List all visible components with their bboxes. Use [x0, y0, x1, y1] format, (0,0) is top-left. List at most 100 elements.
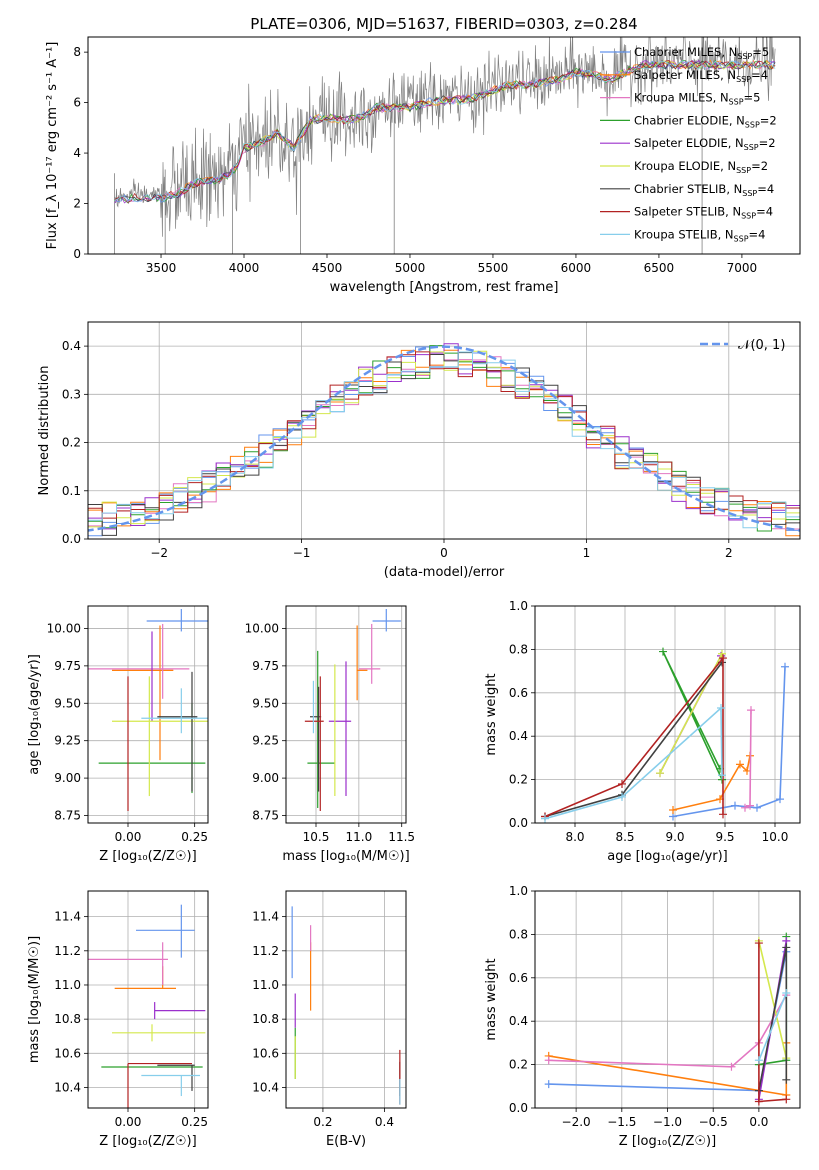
x-tick-label: −0.5 [699, 1115, 728, 1129]
weight-point-marker [741, 803, 749, 812]
legend-label: Kroupa STELIB, NSSP=4 [634, 227, 765, 243]
x-tick-label: 2 [725, 546, 733, 560]
y-tick-label: 9.50 [252, 696, 279, 710]
weight-point-marker [736, 760, 744, 769]
y-axis-label: mass weight [484, 958, 499, 1040]
x-tick-label: 9.0 [665, 830, 684, 844]
legend-subscript: SSP [745, 120, 760, 129]
weight-point-marker [731, 801, 739, 810]
y-axis-label: age [log₁₀(age/yr)] [27, 654, 42, 775]
legend-subscript: SSP [734, 234, 749, 243]
x-tick-label: −1 [293, 546, 311, 560]
residuals-plot-area [88, 343, 800, 538]
weight-point-marker [718, 649, 726, 658]
y-tick-label: 0.4 [509, 729, 528, 743]
x-tick-label: −1.0 [653, 1115, 682, 1129]
x-tick-label: 0.2 [313, 1115, 332, 1129]
histogram-series [88, 351, 800, 529]
y-tick-label: 10.00 [245, 621, 279, 635]
model-spectrum-line [162, 60, 774, 197]
model-spectrum-line [232, 60, 774, 170]
axes-frame [87, 36, 801, 255]
y-tick-label: 0.8 [509, 642, 528, 656]
y-tick-label: 0.8 [509, 927, 528, 941]
x-axis-label: E(B-V) [326, 1134, 366, 1149]
y-tick-label: 1.0 [509, 599, 528, 613]
weight-point-marker [782, 1095, 791, 1104]
x-axis-label: (data-model)/error [384, 565, 505, 580]
y-axis-label: mass weight [484, 673, 499, 755]
weight-vs-age-panel: 8.0 8.5 9.0 9.5 10.0 0.0 0.2 0.4 0.6 0.8 1.0 age [l… [484, 599, 801, 864]
weight-point-marker [746, 801, 754, 810]
legend-value: =5 [752, 45, 769, 59]
x-tick-label: 0.00 [115, 1115, 142, 1129]
legend-value: =2 [751, 159, 768, 173]
weight-point-marker [659, 647, 667, 656]
observed-spectrum-line [114, 37, 776, 237]
y-tick-label: 0.2 [509, 1058, 528, 1072]
mass-vs-EBV-plot-area [291, 906, 401, 1105]
y-tick-label: 0.2 [62, 436, 81, 450]
y-tick-label: 11.0 [252, 978, 279, 992]
y-tick-label: 9.75 [252, 659, 279, 673]
weight-series-line [758, 992, 788, 1061]
weight-point-marker [719, 810, 727, 819]
y-tick-label: 0.6 [509, 686, 528, 700]
x-tick-label: 0.00 [115, 830, 142, 844]
legend-value: =4 [749, 227, 766, 241]
y-tick-label: 6 [73, 96, 81, 110]
x-tick-label: 0 [440, 546, 448, 560]
plots-layer: 3500 4000 4500 5000 5500 6000 6500 7000 0 2 4 6 8 wav… [27, 36, 801, 1149]
weight-point-marker [782, 943, 791, 952]
legend-subscript: SSP [736, 75, 751, 84]
y-tick-label: 9.00 [54, 771, 81, 785]
weight-series-line [544, 655, 724, 818]
legend-value: =2 [760, 113, 777, 127]
spectrum-plot-area [114, 37, 776, 254]
y-tick-label: 11.4 [252, 910, 279, 924]
weight-point-marker [618, 779, 626, 788]
y-tick-label: 0.6 [509, 971, 528, 985]
x-tick-label: 1 [583, 546, 591, 560]
y-tick-label: 0.2 [509, 773, 528, 787]
y-tick-label: 0.1 [62, 484, 81, 498]
y-tick-label: 8 [73, 45, 81, 59]
spectrum-panel: 3500 4000 4500 5000 5500 6000 6500 7000 0 2 4 6 8 wav… [45, 36, 801, 295]
y-axis-label: mass [log₁₀(M/M☉)] [27, 936, 42, 1063]
x-tick-label: 11.0 [345, 830, 372, 844]
age-vs-Z-plot-area [88, 608, 208, 812]
weight-point-marker [753, 803, 761, 812]
weight-vs-age-plot-area [541, 647, 789, 823]
x-axis-label: mass [log₁₀(M/M☉)] [282, 849, 409, 864]
y-tick-label: 11.2 [252, 944, 279, 958]
model-spectrum-line [114, 59, 776, 203]
weight-vs-Z-panel: −2.0 −1.5 −1.0 −0.5 0.0 0.0 0.2 0.4 0.6 0.8 1.0 Z [… [484, 884, 801, 1149]
x-tick-label: −1.5 [607, 1115, 636, 1129]
weight-point-marker [618, 792, 626, 801]
x-tick-label: 8.5 [615, 830, 634, 844]
x-tick-label: 4500 [312, 261, 343, 275]
weight-point-marker [776, 795, 784, 804]
legend-subscript: SSP [736, 166, 751, 175]
x-tick-label: 3500 [146, 261, 177, 275]
weight-series-line [544, 706, 723, 820]
axes-frame [87, 321, 801, 540]
x-tick-label: 8.0 [565, 830, 584, 844]
x-axis-label: wavelength [Angstrom, rest frame] [330, 280, 559, 295]
legend-subscript: SSP [741, 212, 756, 221]
legend-subscript: SSP [729, 98, 744, 107]
legend-label: Salpeter ELODIE, NSSP=2 [634, 136, 776, 152]
x-tick-label: 0.25 [181, 1115, 208, 1129]
y-axis-label: Normed distribution [37, 366, 52, 496]
x-tick-label: 7000 [727, 261, 758, 275]
weight-point-marker [727, 1062, 736, 1071]
legend-value: =2 [759, 136, 776, 150]
weight-point-marker [754, 939, 763, 948]
x-tick-label: 0.25 [181, 830, 208, 844]
legend-label: Salpeter MILES, NSSP=4 [634, 68, 768, 84]
y-tick-label: 4 [73, 146, 81, 160]
y-tick-label: 10.4 [54, 1080, 81, 1094]
y-tick-label: 8.75 [54, 809, 81, 823]
axes-frame [534, 890, 801, 1109]
